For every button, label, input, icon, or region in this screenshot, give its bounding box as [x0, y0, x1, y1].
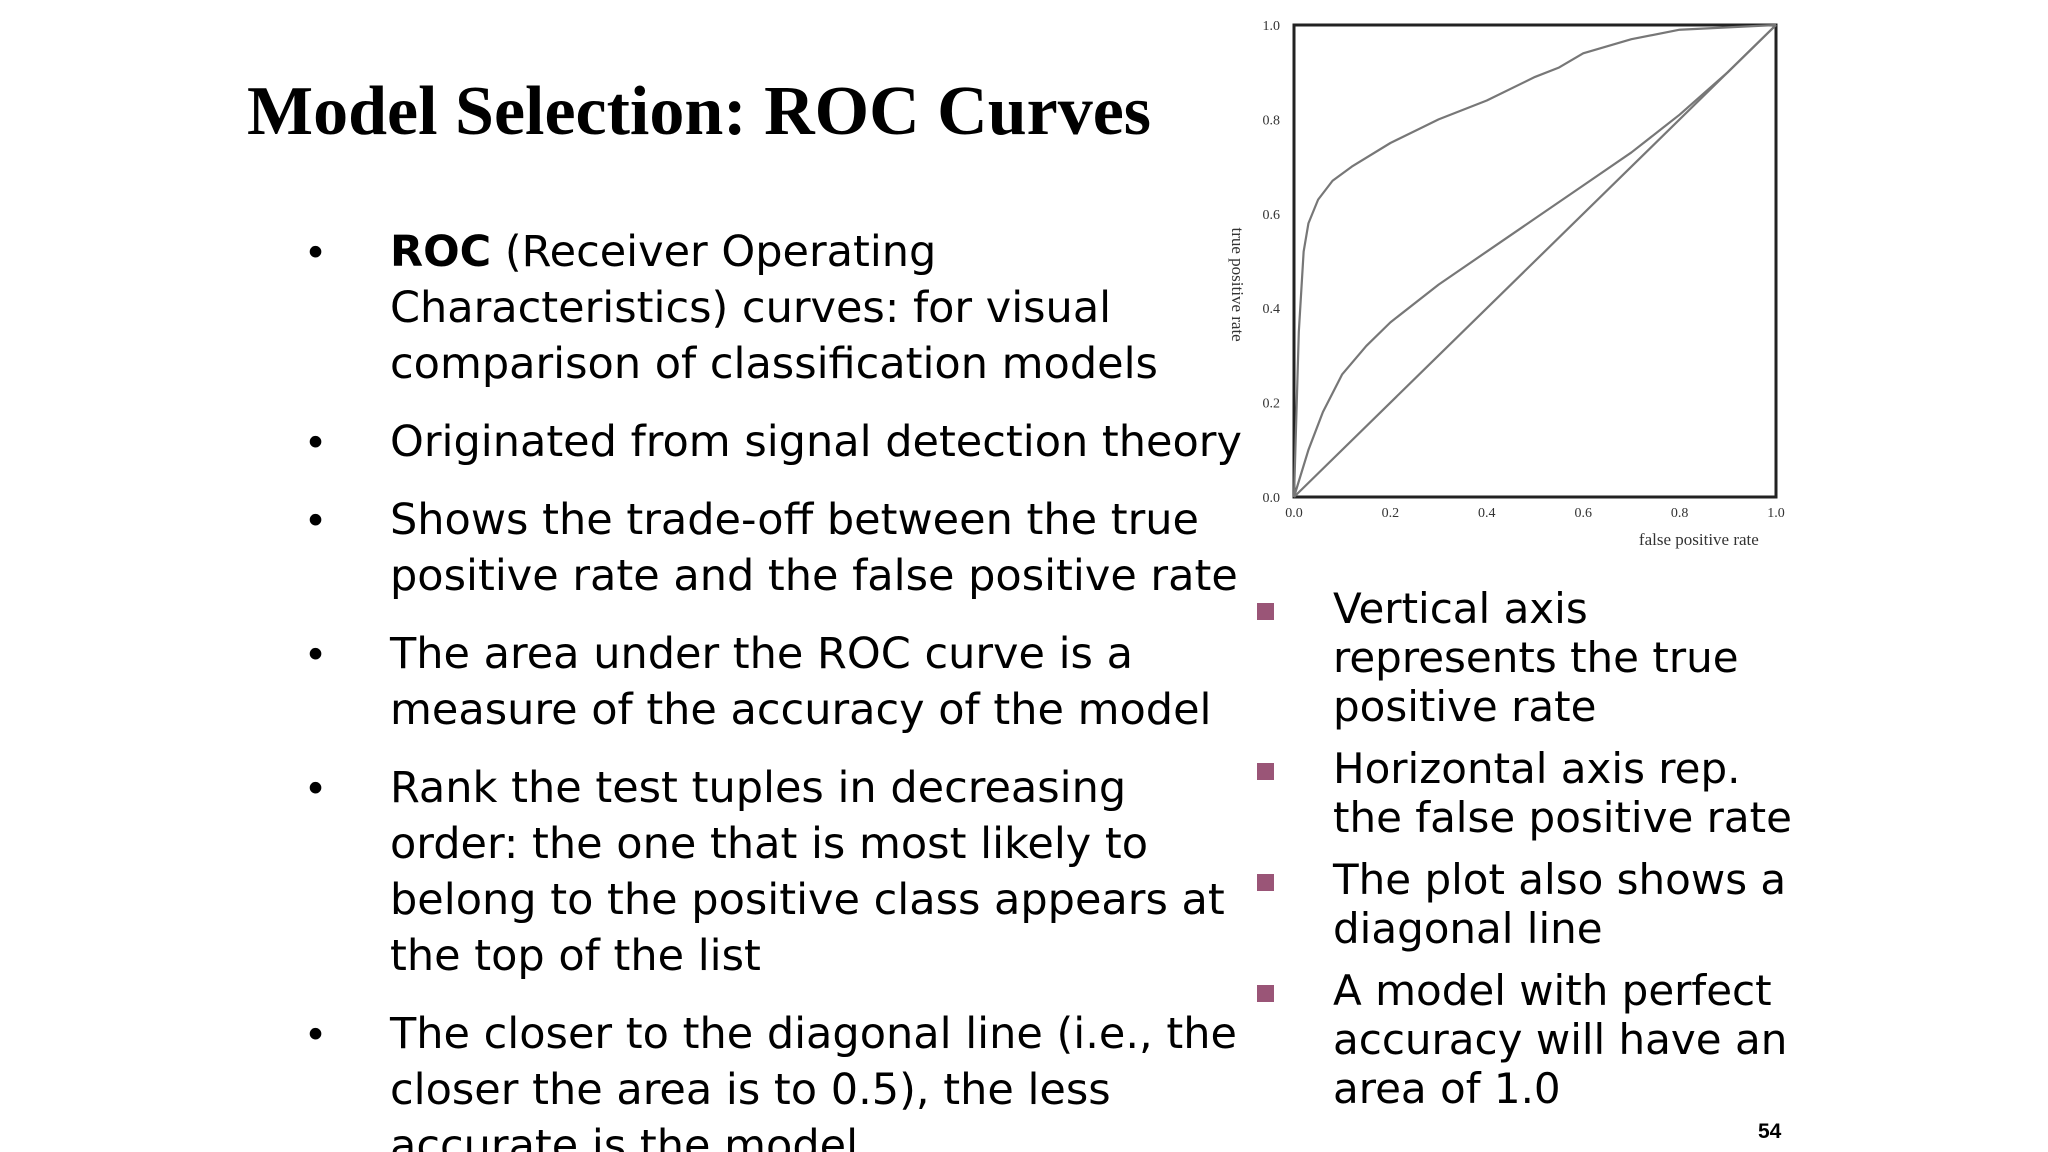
list-item: Vertical axis represents the true positi… — [1255, 584, 1815, 731]
list-item: • The area under the ROC curve is a measu… — [290, 626, 1250, 738]
bullet-text: Originated from signal detection theory — [390, 417, 1242, 467]
bullet-text: The area under the ROC curve is a measur… — [390, 629, 1212, 735]
x-ticks: 0.0 0.2 0.4 0.6 0.8 1.0 — [1285, 506, 1785, 521]
left-bullet-list: • ROC (Receiver Operating Characteristics… — [290, 224, 1250, 1152]
x-axis-label: false positive rate — [1639, 530, 1759, 549]
bullet-bold-term: ROC — [390, 227, 492, 277]
x-tick-label: 0.0 — [1285, 506, 1303, 521]
x-tick-label: 0.4 — [1478, 506, 1496, 521]
roc-curve-moderate — [1292, 24, 1777, 498]
x-tick-label: 1.0 — [1767, 506, 1785, 521]
roc-curves — [1292, 23, 1777, 498]
list-item: Horizontal axis rep. the false positive … — [1255, 744, 1815, 842]
y-tick-label: 0.4 — [1263, 302, 1281, 317]
square-bullet-icon — [1257, 874, 1274, 891]
list-item: • Shows the trade-off between the true po… — [290, 492, 1250, 604]
square-bullet-icon — [1257, 985, 1274, 1002]
diagonal-line — [1293, 24, 1777, 498]
y-axis-label: true positive rate — [1228, 227, 1247, 341]
plot-frame — [1292, 23, 1778, 499]
y-ticks: 0.0 0.2 0.4 0.6 0.8 1.0 — [1263, 19, 1281, 506]
roc-chart-svg: 0.0 0.2 0.4 0.6 0.8 1.0 0.0 0.2 0.4 0.6 0.8 1.0 fa… — [1228, 19, 1785, 549]
bullet-text: Horizontal axis rep. the false positive … — [1333, 744, 1792, 842]
bullet-text: Rank the test tuples in decreasing order… — [390, 763, 1225, 981]
bullet-text: Shows the trade-off between the true pos… — [390, 495, 1238, 601]
y-tick-label: 1.0 — [1263, 19, 1281, 34]
bullet-dot: • — [308, 228, 324, 276]
x-tick-label: 0.8 — [1671, 506, 1689, 521]
square-bullet-icon — [1257, 603, 1274, 620]
roc-chart: 0.0 0.2 0.4 0.6 0.8 1.0 0.0 0.2 0.4 0.6 0.8 1.0 fa… — [1210, 15, 1790, 560]
slide-title: Model Selection: ROC Curves — [247, 73, 1152, 150]
list-item: • Rank the test tuples in decreasing orde… — [290, 760, 1250, 984]
bullet-text: The closer to the diagonal line (i.e., t… — [390, 1009, 1237, 1152]
bullet-text: A model with perfect accuracy will have … — [1333, 966, 1788, 1113]
list-item: • The closer to the diagonal line (i.e., … — [290, 1006, 1250, 1152]
list-item: The plot also shows a diagonal line — [1255, 855, 1815, 953]
y-tick-label: 0.6 — [1263, 208, 1281, 223]
bullet-text: Vertical axis represents the true positi… — [1333, 584, 1739, 731]
bullet-dot: • — [308, 496, 324, 544]
bullet-dot: • — [308, 764, 324, 812]
y-tick-label: 0.0 — [1263, 491, 1281, 506]
list-item: A model with perfect accuracy will have … — [1255, 966, 1815, 1113]
x-tick-label: 0.2 — [1382, 506, 1400, 521]
square-bullet-icon — [1257, 763, 1274, 780]
bullet-dot: • — [308, 1010, 324, 1058]
page-number: 54 — [1758, 1120, 1782, 1143]
roc-curve-good — [1292, 23, 1777, 498]
list-item: • Originated from signal detection theory — [290, 414, 1250, 470]
x-tick-label: 0.6 — [1574, 506, 1592, 521]
y-tick-label: 0.2 — [1263, 397, 1281, 412]
bullet-text: The plot also shows a diagonal line — [1333, 855, 1787, 953]
y-tick-label: 0.8 — [1263, 113, 1281, 128]
bullet-dot: • — [308, 418, 324, 466]
bullet-dot: • — [308, 630, 324, 678]
right-bullet-list: Vertical axis represents the true positi… — [1255, 584, 1815, 1126]
list-item: • ROC (Receiver Operating Characteristics… — [290, 224, 1250, 392]
bullet-text: (Receiver Operating Characteristics) cur… — [390, 227, 1158, 389]
